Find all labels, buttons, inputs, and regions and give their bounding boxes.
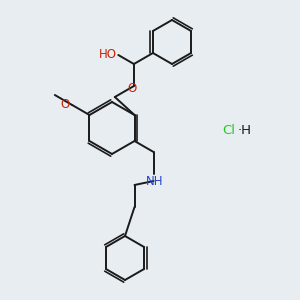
Text: HO: HO (99, 47, 117, 61)
Text: Cl: Cl (222, 124, 235, 136)
Text: O: O (128, 82, 137, 95)
Text: ·H: ·H (238, 124, 252, 136)
Text: O: O (60, 98, 69, 110)
Text: NH: NH (146, 175, 163, 188)
